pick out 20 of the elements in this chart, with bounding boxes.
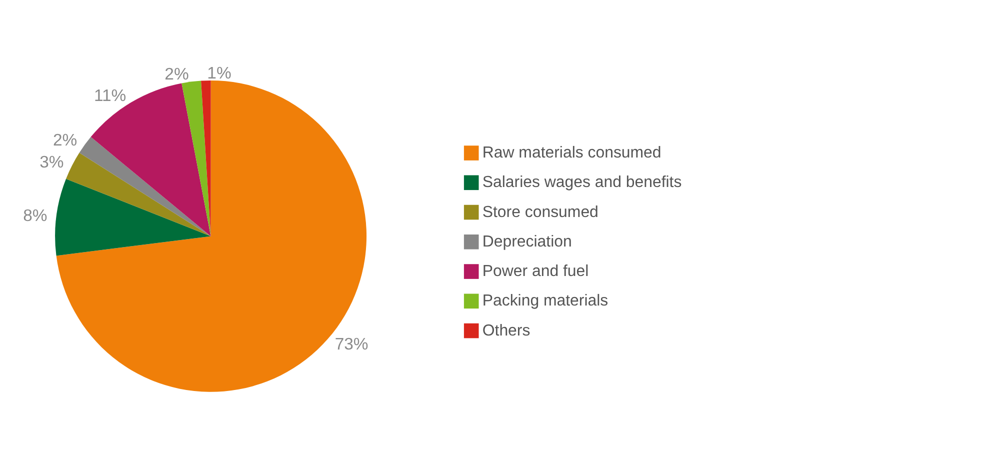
data-label: 3%: [40, 152, 64, 172]
legend-label: Salaries wages and benefits: [482, 174, 682, 192]
data-label: 73%: [334, 334, 368, 354]
data-label: 2%: [52, 130, 78, 150]
legend-label: Power and fuel: [482, 263, 589, 280]
pie-slice: [182, 80, 211, 236]
data-label: 8%: [23, 206, 48, 226]
legend-label: Raw materials consumed: [482, 144, 662, 162]
pie-slice: [66, 152, 211, 236]
legend-label: Depreciation: [482, 233, 572, 250]
pie-slice: [79, 136, 211, 236]
pie-slice: [201, 80, 211, 236]
pie-slice: [55, 178, 211, 256]
pie-slice: [90, 83, 211, 236]
data-label: 1%: [207, 63, 232, 82]
data-label: 2%: [164, 64, 189, 84]
data-label: 11%: [94, 86, 126, 105]
legend-label: Packing materials: [482, 292, 608, 310]
legend-label: Store consumed: [482, 204, 598, 221]
legend-label: Others: [482, 322, 530, 340]
